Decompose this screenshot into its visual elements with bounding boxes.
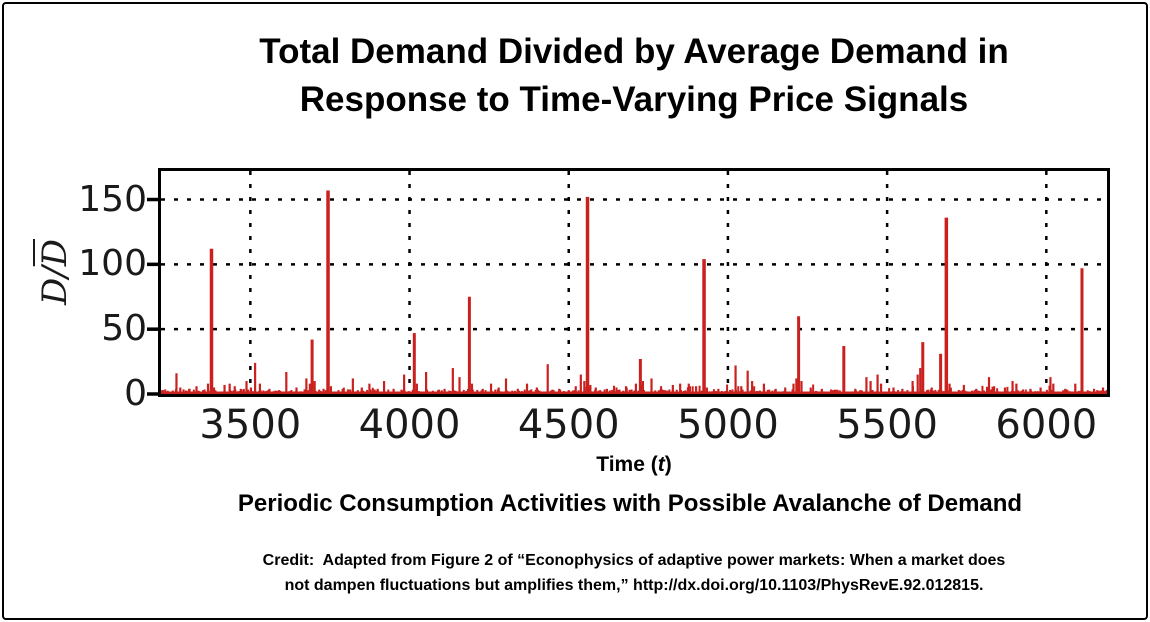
- credit-line2: not dampen fluctuations but amplifies th…: [284, 577, 984, 594]
- plot-area: [147, 168, 1110, 397]
- credit-text: Credit: Adapted from Figure 2 of “Econop…: [158, 548, 1110, 598]
- x-tick-label: 6000: [995, 402, 1098, 448]
- y-tick-label: 100: [78, 243, 147, 285]
- chart-title-line2: Response to Time-Varying Price Signals: [299, 80, 969, 119]
- y-axis-ticks: 0 50 100 150: [25, 0, 147, 430]
- x-tick-label: 4000: [358, 402, 461, 448]
- x-tick-label: 5500: [836, 402, 939, 448]
- x-axis-label-prefix: Time (: [596, 453, 658, 476]
- x-tick-label: 3500: [199, 402, 302, 448]
- x-axis-ticks: 3500 4000 4500 5000 5500 6000: [158, 402, 1110, 450]
- x-axis-label-variable: t: [657, 453, 665, 476]
- y-tick-label: 50: [101, 308, 147, 350]
- chart-title-line1: Total Demand Divided by Average Demand i…: [259, 32, 1009, 71]
- x-tick-label: 4500: [517, 402, 620, 448]
- y-tick-label: 0: [124, 373, 147, 414]
- x-tick-label: 5000: [677, 402, 779, 448]
- chart-title: Total Demand Divided by Average Demand i…: [158, 28, 1110, 124]
- credit-line1: Credit: Adapted from Figure 2 of “Econop…: [262, 552, 1006, 569]
- x-axis-label: Time (t): [158, 453, 1110, 477]
- chart-subtitle: Periodic Consumption Activities with Pos…: [237, 490, 1023, 517]
- y-tick-label: 150: [78, 178, 147, 220]
- x-axis-label-suffix: ): [664, 453, 672, 476]
